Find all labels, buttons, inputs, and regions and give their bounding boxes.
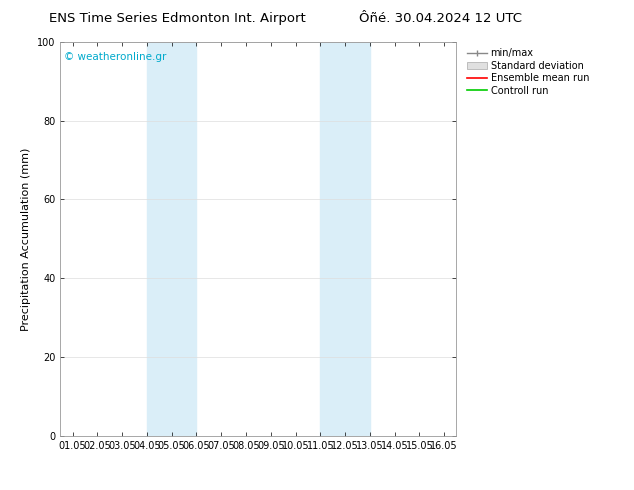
Bar: [147, 42, 197, 436]
Legend: min/max, Standard deviation, Ensemble mean run, Controll run: min/max, Standard deviation, Ensemble me…: [465, 47, 591, 98]
Text: © weatheronline.gr: © weatheronline.gr: [64, 51, 167, 62]
Text: ENS Time Series Edmonton Int. Airport: ENS Time Series Edmonton Int. Airport: [49, 12, 306, 25]
Bar: [320, 42, 370, 436]
Text: Ôñé. 30.04.2024 12 UTC: Ôñé. 30.04.2024 12 UTC: [359, 12, 522, 25]
Y-axis label: Precipitation Accumulation (mm): Precipitation Accumulation (mm): [22, 147, 32, 331]
